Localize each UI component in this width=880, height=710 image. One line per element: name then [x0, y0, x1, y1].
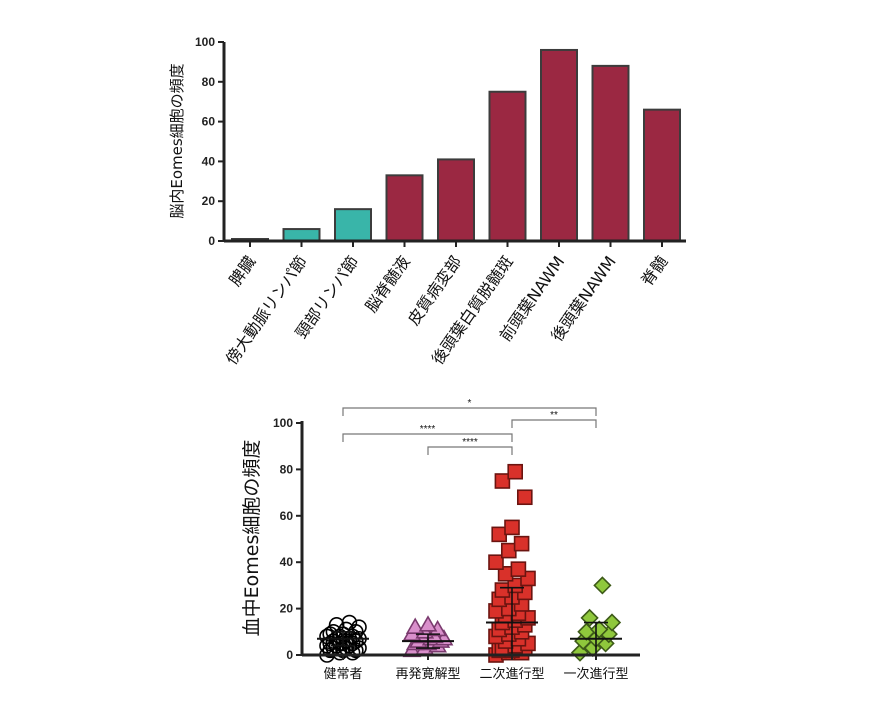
data-point	[418, 615, 438, 632]
data-point	[504, 519, 520, 536]
chart1-ytick-label: 20	[202, 194, 216, 208]
data-point	[500, 542, 517, 559]
chart2-xtick-label: 健常者	[323, 667, 362, 682]
data-point	[510, 561, 527, 577]
significance-bracket	[342, 407, 597, 416]
data-point	[513, 535, 530, 552]
chart1-ytick-label: 0	[208, 234, 215, 248]
bar	[540, 48, 578, 242]
chart2-ytick-label: 0	[286, 648, 293, 662]
bar	[334, 208, 372, 243]
data-point	[516, 489, 533, 506]
chart1-ytick-label: 100	[195, 35, 215, 49]
chart1-ylabel: 脳内Eomes細胞の頻度	[168, 63, 186, 218]
significance-label: ****	[420, 424, 436, 435]
organ-frequency-bar-chart: 脳内Eomes細胞の頻度 0 20 40 60 80 100 脾臓傍大動脈リンパ節頸部リン…	[168, 35, 686, 368]
significance-label: *	[468, 398, 472, 409]
data-point	[405, 617, 425, 634]
chart2-significance-brackets: ***********	[342, 398, 597, 455]
chart2-ytick-label: 100	[273, 416, 293, 430]
data-point	[602, 613, 622, 632]
significance-label: ****	[462, 437, 478, 448]
bar	[643, 108, 681, 242]
data-point	[593, 576, 612, 595]
significance-bracket	[427, 446, 513, 455]
chart1-ytick-label: 60	[202, 115, 216, 129]
chart2-ytick-label: 60	[280, 509, 294, 523]
significance-bracket	[342, 433, 513, 442]
bar	[437, 158, 475, 242]
data-point	[580, 608, 599, 628]
chart2-ytick-label: 80	[280, 462, 294, 476]
chart2-xtick-label: 二次進行型	[479, 666, 544, 682]
data-point	[488, 554, 504, 571]
chart2-points	[317, 463, 622, 663]
bar	[385, 174, 424, 242]
chart2-ylabel: 血中Eomes細胞の頻度	[241, 440, 263, 637]
data-point	[351, 619, 367, 635]
data-point	[494, 582, 511, 598]
chart1-ytick-label: 40	[202, 154, 216, 168]
bar	[282, 228, 321, 242]
bar	[488, 90, 527, 242]
chart1-xtick-label: 脊髄	[637, 252, 671, 289]
data-point	[494, 473, 511, 489]
chart1-xtick-label: 脾臓	[225, 252, 259, 289]
chart2-y-ticks: 0 20 40 60 80 100	[273, 416, 302, 662]
chart2-ytick-label: 20	[280, 602, 294, 616]
chart1-ytick-label: 80	[202, 75, 216, 89]
significance-bracket	[511, 419, 597, 428]
chart1-xtick-label: 脳脊髄液	[361, 252, 413, 315]
data-point	[341, 614, 358, 631]
data-point	[491, 526, 508, 543]
chart2-xtick-label: 再発寛解型	[395, 666, 460, 682]
data-point	[507, 463, 524, 480]
significance-label: **	[550, 410, 558, 421]
chart1-y-ticks: 0 20 40 60 80 100	[195, 35, 224, 248]
bar	[591, 64, 630, 242]
chart1-bars	[231, 48, 681, 243]
chart2-x-labels: 健常者 再発寛解型 二次進行型 一次進行型	[323, 655, 629, 682]
chart2-ytick-label: 40	[280, 555, 294, 569]
chart2-xtick-label: 一次進行型	[563, 666, 628, 682]
